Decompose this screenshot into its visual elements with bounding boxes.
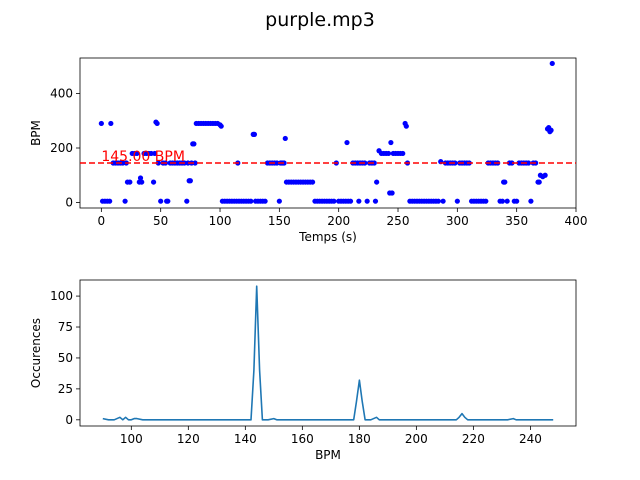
- scatter-point: [154, 120, 160, 127]
- x-axis-label: BPM: [315, 448, 341, 462]
- bpm-histogram-line-chart: 100 120 140 160 180 200 220 240 0 25 50 75 100 BPM Occ…: [29, 279, 577, 462]
- scatter-point: [107, 198, 113, 204]
- x-tick-label: 200: [327, 214, 350, 228]
- bpm-over-time-scatter-chart: 0 50 100 150 200 250 300 350 400 0 200 400 Temps (s)…: [29, 57, 588, 244]
- scatter-point: [191, 141, 197, 147]
- scatter-point: [542, 172, 548, 178]
- scatter-point: [98, 120, 104, 127]
- scatter-point: [150, 179, 157, 185]
- y-tick-label: 25: [58, 382, 73, 396]
- scatter-point: [282, 135, 288, 142]
- y-tick-label: 75: [58, 320, 73, 334]
- scatter-point: [155, 160, 161, 166]
- scatter-point: [274, 160, 280, 166]
- scatter-point: [528, 198, 534, 204]
- scatter-point: [372, 198, 379, 204]
- x-tick-label: 250: [387, 214, 410, 228]
- y-tick-label: 200: [50, 141, 73, 155]
- scatter-point: [514, 198, 520, 204]
- scatter-point: [218, 123, 224, 129]
- scatter-point: [139, 179, 145, 185]
- scatter-point: [120, 160, 126, 166]
- scatter-point: [499, 198, 506, 204]
- y-tick-label: 50: [58, 351, 73, 365]
- x-tick-label: 160: [291, 432, 314, 446]
- scatter-point: [504, 198, 510, 204]
- x-tick-label: 150: [268, 214, 291, 228]
- scatter-point: [356, 198, 362, 204]
- scatter-point: [148, 150, 154, 157]
- y-axis-label: BPM: [29, 120, 43, 146]
- x-tick-label: 300: [446, 214, 469, 228]
- scatter-point: [276, 198, 282, 204]
- scatter-point: [371, 160, 377, 166]
- scatter-point: [344, 139, 350, 146]
- scatter-point: [385, 150, 392, 157]
- y-tick-label: 100: [50, 289, 73, 303]
- scatter-point: [388, 139, 394, 146]
- scatter-point: [192, 160, 198, 166]
- y-tick-label: 0: [65, 196, 73, 210]
- x-tick-label: 50: [153, 214, 168, 228]
- x-tick-label: 100: [120, 432, 143, 446]
- scatter-point: [165, 198, 171, 204]
- x-tick-label: 140: [234, 432, 257, 446]
- reference-line-label: 145.00 BPM: [101, 149, 185, 165]
- scatter-point: [187, 178, 193, 184]
- scatter-point: [251, 131, 258, 137]
- scatter-point: [400, 150, 406, 157]
- scatter-point: [403, 123, 409, 129]
- scatter-point: [331, 198, 337, 204]
- scatter-point: [454, 198, 460, 204]
- scatter-point: [185, 160, 191, 166]
- scatter-point: [509, 160, 515, 166]
- x-tick-label: 350: [505, 214, 528, 228]
- scatter-point: [548, 127, 554, 133]
- scatter-point: [108, 120, 114, 127]
- x-tick-label: 220: [462, 432, 485, 446]
- figure-title: purple.mp3: [265, 9, 375, 31]
- scatter-point: [248, 198, 254, 204]
- scatter-point: [483, 198, 489, 204]
- series-line: [102, 285, 554, 421]
- scatter-point: [502, 179, 508, 185]
- plot-frame: [79, 57, 577, 209]
- scatter-point: [122, 198, 128, 204]
- scatter-point: [549, 60, 555, 67]
- scatter-point: [525, 160, 532, 166]
- x-tick-label: 180: [348, 432, 371, 446]
- scatter-point: [347, 198, 354, 204]
- y-tick-label: 400: [50, 86, 73, 100]
- scatter-point: [158, 198, 164, 204]
- x-tick-label: 200: [405, 432, 428, 446]
- y-axis-label: Occurences: [29, 318, 43, 388]
- scatter-point: [364, 198, 370, 204]
- scatter-point: [134, 150, 140, 157]
- scatter-point: [435, 198, 441, 204]
- scatter-point: [184, 198, 190, 204]
- scatter-point: [536, 179, 542, 185]
- scatter-point: [389, 190, 395, 196]
- scatter-point: [309, 179, 316, 185]
- y-tick-label: 0: [65, 413, 73, 427]
- scatter-point: [440, 198, 446, 204]
- x-tick-label: 100: [209, 214, 232, 228]
- scatter-point: [137, 175, 144, 181]
- x-axis-label: Temps (s): [298, 230, 357, 244]
- scatter-point: [127, 179, 133, 185]
- plot-frame: [79, 279, 577, 427]
- x-tick-label: 0: [98, 214, 106, 228]
- x-tick-label: 400: [565, 214, 588, 228]
- x-tick-label: 240: [519, 432, 542, 446]
- scatter-point: [152, 150, 158, 157]
- scatter-point: [281, 160, 287, 166]
- x-tick-label: 120: [177, 432, 200, 446]
- scatter-point: [262, 198, 268, 204]
- scatter-point: [374, 179, 380, 185]
